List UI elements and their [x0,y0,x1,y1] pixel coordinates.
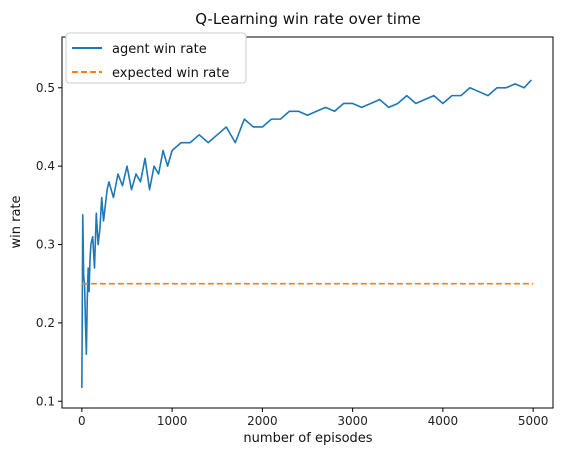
axis-ticks: 0 1000 2000 3000 4000 5000 0.1 0.2 0.3 0.4 0.5 [36,81,549,428]
legend: agent win rate expected win rate [65,32,247,84]
legend-label-agent-win-rate: agent win rate [112,42,207,57]
series-line-agent-win-rate [81,79,532,388]
x-axis-label: number of episodes [243,431,372,446]
legend-box [65,32,247,84]
x-tick-label: 1000 [157,414,188,428]
x-tick-label: 5000 [518,414,549,428]
x-tick-label: 0 [78,414,86,428]
x-tick-label: 3000 [337,414,368,428]
plot-area [81,79,534,388]
y-tick-label: 0.2 [36,316,55,330]
chart-title: Q-Learning win rate over time [195,10,421,28]
x-tick-label: 2000 [247,414,278,428]
y-tick-label: 0.3 [36,238,55,252]
y-tick-label: 0.4 [36,159,55,173]
y-axis-label: win rate [9,195,24,248]
y-tick-label: 0.5 [36,81,55,95]
x-tick-label: 4000 [428,414,459,428]
plot-frame [61,36,554,409]
legend-label-expected-win-rate: expected win rate [112,66,229,81]
y-tick-label: 0.1 [36,394,55,408]
